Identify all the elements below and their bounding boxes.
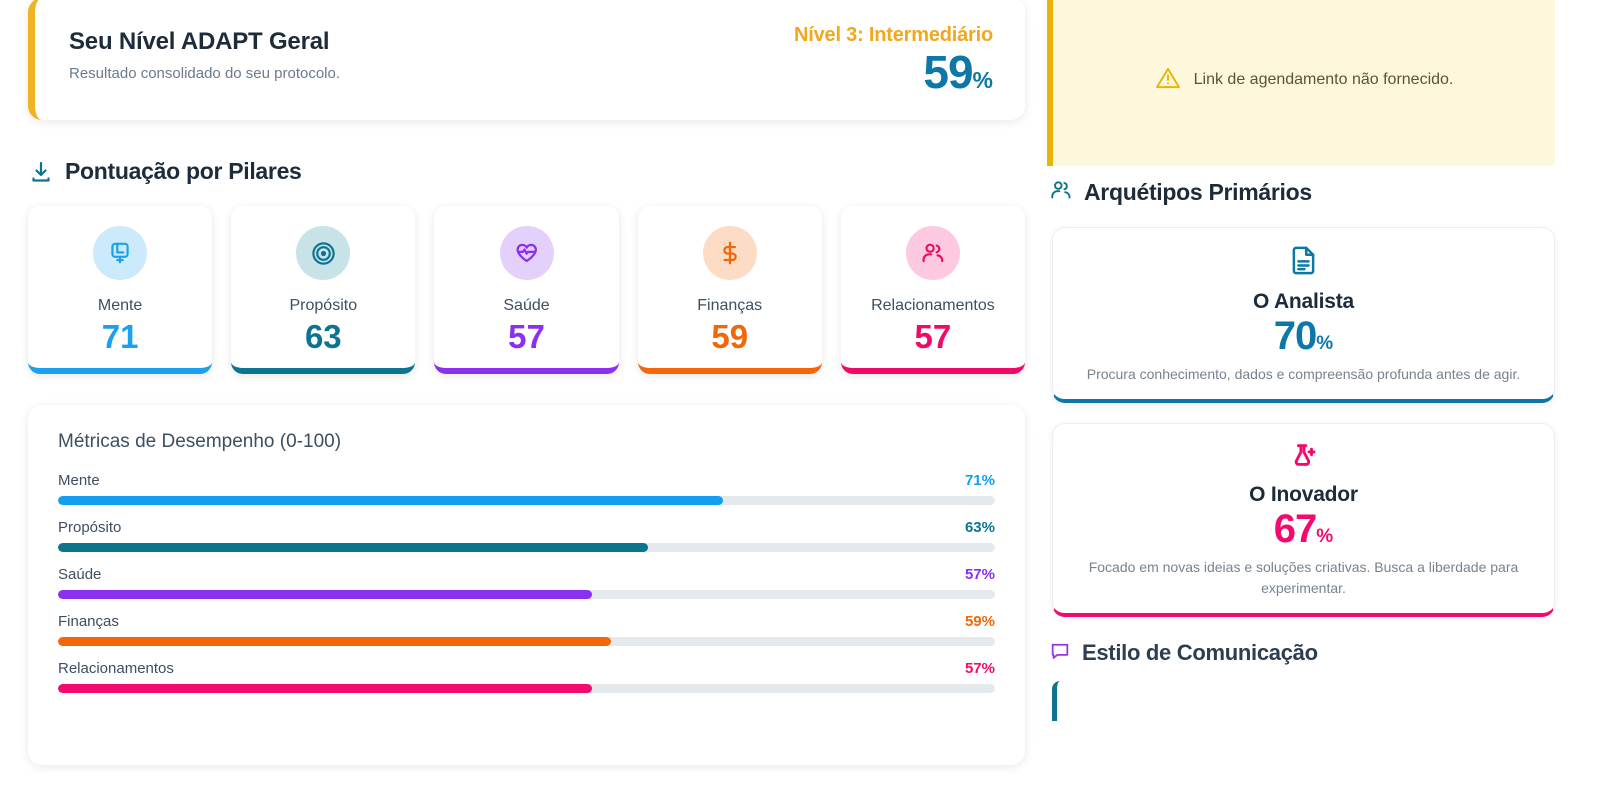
pillar-icon-wrap xyxy=(296,226,351,280)
metric-head: Mente 71% xyxy=(58,472,995,489)
communication-section-header: Estilo de Comunicação xyxy=(1045,640,1555,667)
download-icon[interactable] xyxy=(28,159,54,185)
archetype-card-inovador[interactable]: O Inovador 67% Focado em novas ideias e … xyxy=(1052,423,1555,617)
overall-level-score-block: Nível 3: Intermediário 59% xyxy=(794,24,993,95)
archetype-score-percent: % xyxy=(1316,333,1334,354)
archetype-card-analista[interactable]: O Analista 70% Procura conhecimento, dad… xyxy=(1052,227,1555,404)
metric-track xyxy=(58,496,995,505)
overall-score-value: 59 xyxy=(923,46,973,98)
metric-label: Mente xyxy=(58,472,100,489)
performance-metrics-card: Métricas de Desempenho (0-100) Mente 71%… xyxy=(28,405,1025,765)
archetype-description: Focado em novas ideias e soluções criati… xyxy=(1088,559,1519,596)
pillar-value: 59 xyxy=(711,318,749,355)
archetypes-section-title: Arquétipos Primários xyxy=(1084,179,1312,205)
pillar-label: Saúde xyxy=(503,297,550,314)
pillar-card-proposito[interactable]: Propósito 63 xyxy=(231,206,416,374)
overall-level-subtitle: Resultado consolidado do seu protocolo. xyxy=(69,65,341,82)
overall-level-card: Seu Nível ADAPT Geral Resultado consolid… xyxy=(28,0,1025,120)
brain-icon xyxy=(111,242,129,264)
metric-label: Saúde xyxy=(58,566,102,583)
communication-style-card xyxy=(1052,680,1555,721)
pillar-label: Mente xyxy=(97,297,143,314)
pillar-label: Propósito xyxy=(289,297,358,314)
metric-fill xyxy=(58,684,593,693)
metric-percent: 57% xyxy=(964,566,995,583)
pillars-section-title: Pontuação por Pilares xyxy=(65,158,302,184)
target-icon xyxy=(312,241,335,265)
overall-level-text: Seu Nível ADAPT Geral Resultado consolid… xyxy=(69,24,340,82)
metric-row: Relacionamentos 57% xyxy=(58,660,995,693)
pillar-label: Relacionamentos xyxy=(871,297,995,314)
archetype-score: 67% xyxy=(1079,508,1528,550)
pillar-icon-wrap xyxy=(499,226,554,280)
overall-score-percent: % xyxy=(972,67,993,93)
document-icon xyxy=(1287,246,1320,281)
metric-head: Finanças 59% xyxy=(58,613,995,630)
pillar-card-relacionamentos[interactable]: Relacionamentos 57 xyxy=(840,206,1026,374)
metric-head: Relacionamentos 57% xyxy=(58,660,995,677)
metric-row: Saúde 57% xyxy=(58,566,995,599)
right-column: Link de agendamento não fornecido. Arqué… xyxy=(1045,0,1599,803)
metric-track xyxy=(58,590,995,599)
archetype-description: Procura conhecimento, dados e compreensã… xyxy=(1086,366,1521,382)
pillar-label: Finanças xyxy=(697,297,763,314)
archetype-score-value: 67 xyxy=(1273,507,1317,552)
users-icon xyxy=(922,243,944,263)
overall-level-title: Seu Nível ADAPT Geral xyxy=(69,28,330,55)
pillars-section-header: Pontuação por Pilares xyxy=(28,158,1025,185)
metric-head: Saúde 57% xyxy=(58,566,995,583)
archetype-name: O Inovador xyxy=(1249,483,1358,507)
metric-fill xyxy=(58,590,593,599)
metrics-title: Métricas de Desempenho (0-100) xyxy=(58,431,342,452)
metric-head: Propósito 63% xyxy=(58,519,995,536)
metric-fill xyxy=(58,543,649,552)
pillar-icon-wrap xyxy=(905,226,960,280)
metric-track xyxy=(58,637,995,646)
metric-track xyxy=(58,543,995,552)
pillar-card-saude[interactable]: Saúde 57 xyxy=(434,206,619,374)
metric-percent: 57% xyxy=(964,660,995,677)
pillar-card-financas[interactable]: Finanças 59 xyxy=(637,206,822,374)
metric-row: Finanças 59% xyxy=(58,613,995,646)
overall-level-badge: Nível 3: Intermediário xyxy=(794,24,993,46)
scheduling-link-alert: Link de agendamento não fornecido. xyxy=(1047,0,1555,166)
metric-percent: 59% xyxy=(964,613,995,630)
archetype-name: O Analista xyxy=(1252,290,1355,313)
heart-pulse-icon xyxy=(516,243,537,262)
pillar-value: 57 xyxy=(508,318,545,355)
metric-row: Mente 71% xyxy=(58,472,995,505)
metric-row: Propósito 63% xyxy=(58,519,995,552)
metric-track xyxy=(58,684,995,693)
metric-label: Relacionamentos xyxy=(58,660,174,677)
communication-section-title: Estilo de Comunicação xyxy=(1082,640,1318,666)
chat-bubble-icon xyxy=(1049,640,1071,667)
dollar-icon xyxy=(723,241,737,265)
metric-fill xyxy=(58,637,611,646)
pillar-icon-wrap xyxy=(93,226,148,280)
pillar-icon-wrap xyxy=(702,226,757,280)
metric-label: Propósito xyxy=(58,519,122,536)
alert-message: Link de agendamento não fornecido. xyxy=(1193,71,1454,88)
metric-fill xyxy=(58,496,724,505)
metric-percent: 63% xyxy=(964,519,995,536)
pillar-value: 63 xyxy=(304,318,342,355)
pillar-cards-row: Mente 71 Propósito 63 xyxy=(28,206,1026,374)
archetype-score-value: 70 xyxy=(1273,314,1317,358)
pillar-value: 57 xyxy=(914,318,952,355)
pillar-card-mente[interactable]: Mente 71 xyxy=(28,206,213,374)
flask-idea-icon xyxy=(1289,444,1319,474)
archetype-score-percent: % xyxy=(1316,526,1334,548)
users-icon xyxy=(1049,178,1073,207)
warning-triangle-icon xyxy=(1155,65,1181,96)
archetypes-section-header: Arquétipos Primários xyxy=(1045,178,1555,207)
overall-score: 59% xyxy=(794,49,993,95)
left-column: Seu Nível ADAPT Geral Resultado consolid… xyxy=(28,0,1026,765)
metric-percent: 71% xyxy=(964,472,995,489)
metric-label: Finanças xyxy=(58,613,119,630)
pillar-value: 71 xyxy=(101,318,139,355)
archetype-score: 70% xyxy=(1079,315,1528,357)
